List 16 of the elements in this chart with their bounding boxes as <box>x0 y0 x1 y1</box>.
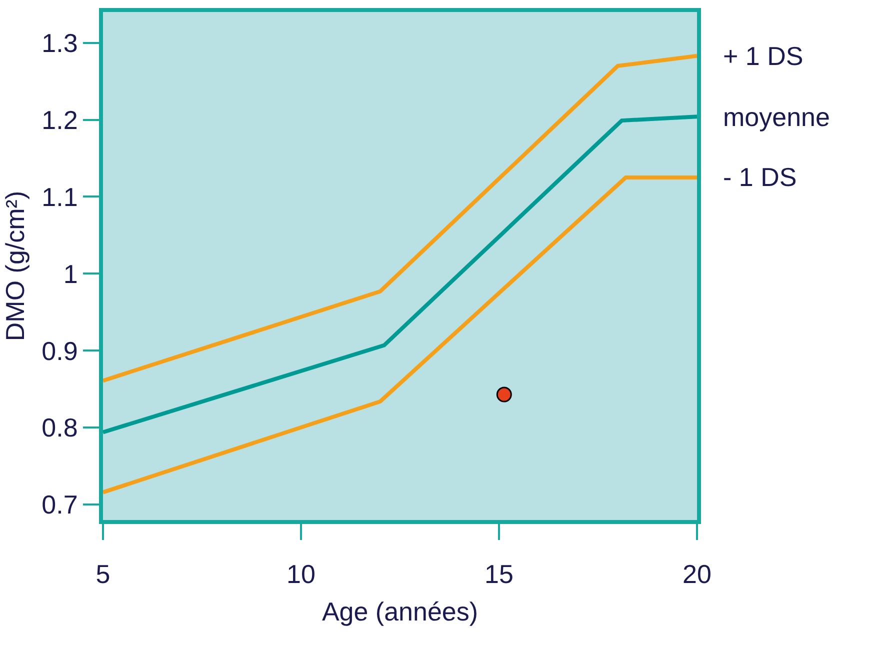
y-axis-title: DMO (g/cm²) <box>0 190 30 342</box>
y-tick-label: 0.7 <box>42 490 78 520</box>
x-tick-label: 20 <box>682 559 712 590</box>
y-tick-label: 1.2 <box>42 104 78 135</box>
x-tick-label: 10 <box>286 559 316 590</box>
y-tick-label: 1.3 <box>42 28 78 58</box>
x-tick-label: 15 <box>484 559 514 590</box>
series-label: moyenne <box>723 102 830 132</box>
y-tick-label: 1 <box>63 258 78 289</box>
x-axis-title: Age (années) <box>322 596 478 626</box>
series-label: + 1 DS <box>723 41 804 71</box>
x-tick-label: 5 <box>96 559 110 590</box>
series-label: - 1 DS <box>723 162 797 192</box>
y-tick-label: 0.8 <box>42 412 78 443</box>
y-tick-label: 0.9 <box>42 336 78 366</box>
y-tick-label: 1.1 <box>42 182 78 212</box>
